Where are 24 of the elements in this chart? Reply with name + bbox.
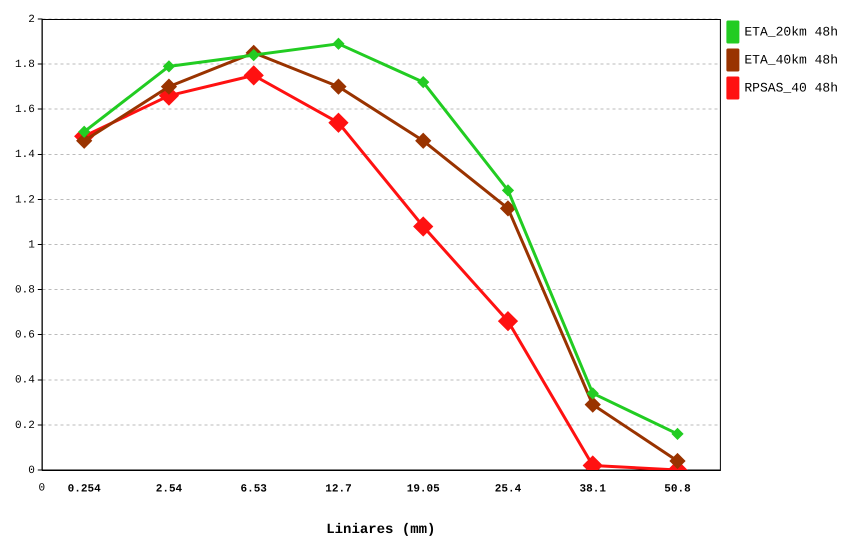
- y-tick-label: 1.2: [14, 194, 35, 206]
- x-tick-label: 12.7: [325, 483, 352, 496]
- y-tick-label: 0: [28, 464, 35, 477]
- x-tick-label: 19.05: [406, 483, 440, 496]
- y-tick-label: 2: [28, 14, 35, 26]
- y-tick-label: 1.8: [14, 59, 35, 72]
- x-axis-title: Liniares (mm): [326, 522, 436, 538]
- y-tick-label: 1.6: [14, 104, 35, 116]
- y-tick-label: 0.2: [14, 420, 35, 432]
- y-tick-label: 0.8: [14, 284, 35, 297]
- x-tick-label: 38.1: [580, 483, 606, 496]
- x-tick-label: 0.254: [68, 483, 102, 496]
- legend-label: ETA_20km 48h: [744, 24, 838, 40]
- legend-label: ETA_40km 48h: [744, 52, 838, 68]
- y-tick-label: 1: [28, 239, 36, 252]
- x-tick-label: 25.4: [494, 483, 522, 496]
- y-tick-label: 0.4: [14, 374, 36, 387]
- x-tick-label: 50.8: [664, 483, 692, 496]
- y-tick-label: 1.4: [14, 149, 36, 162]
- legend-label: RPSAS_40 48h: [744, 80, 838, 96]
- x-tick-label: 2.54: [156, 483, 183, 496]
- text: 0: [38, 482, 46, 494]
- x-tick-label: 6.53: [240, 483, 268, 496]
- y-tick-label: 0.6: [14, 330, 35, 342]
